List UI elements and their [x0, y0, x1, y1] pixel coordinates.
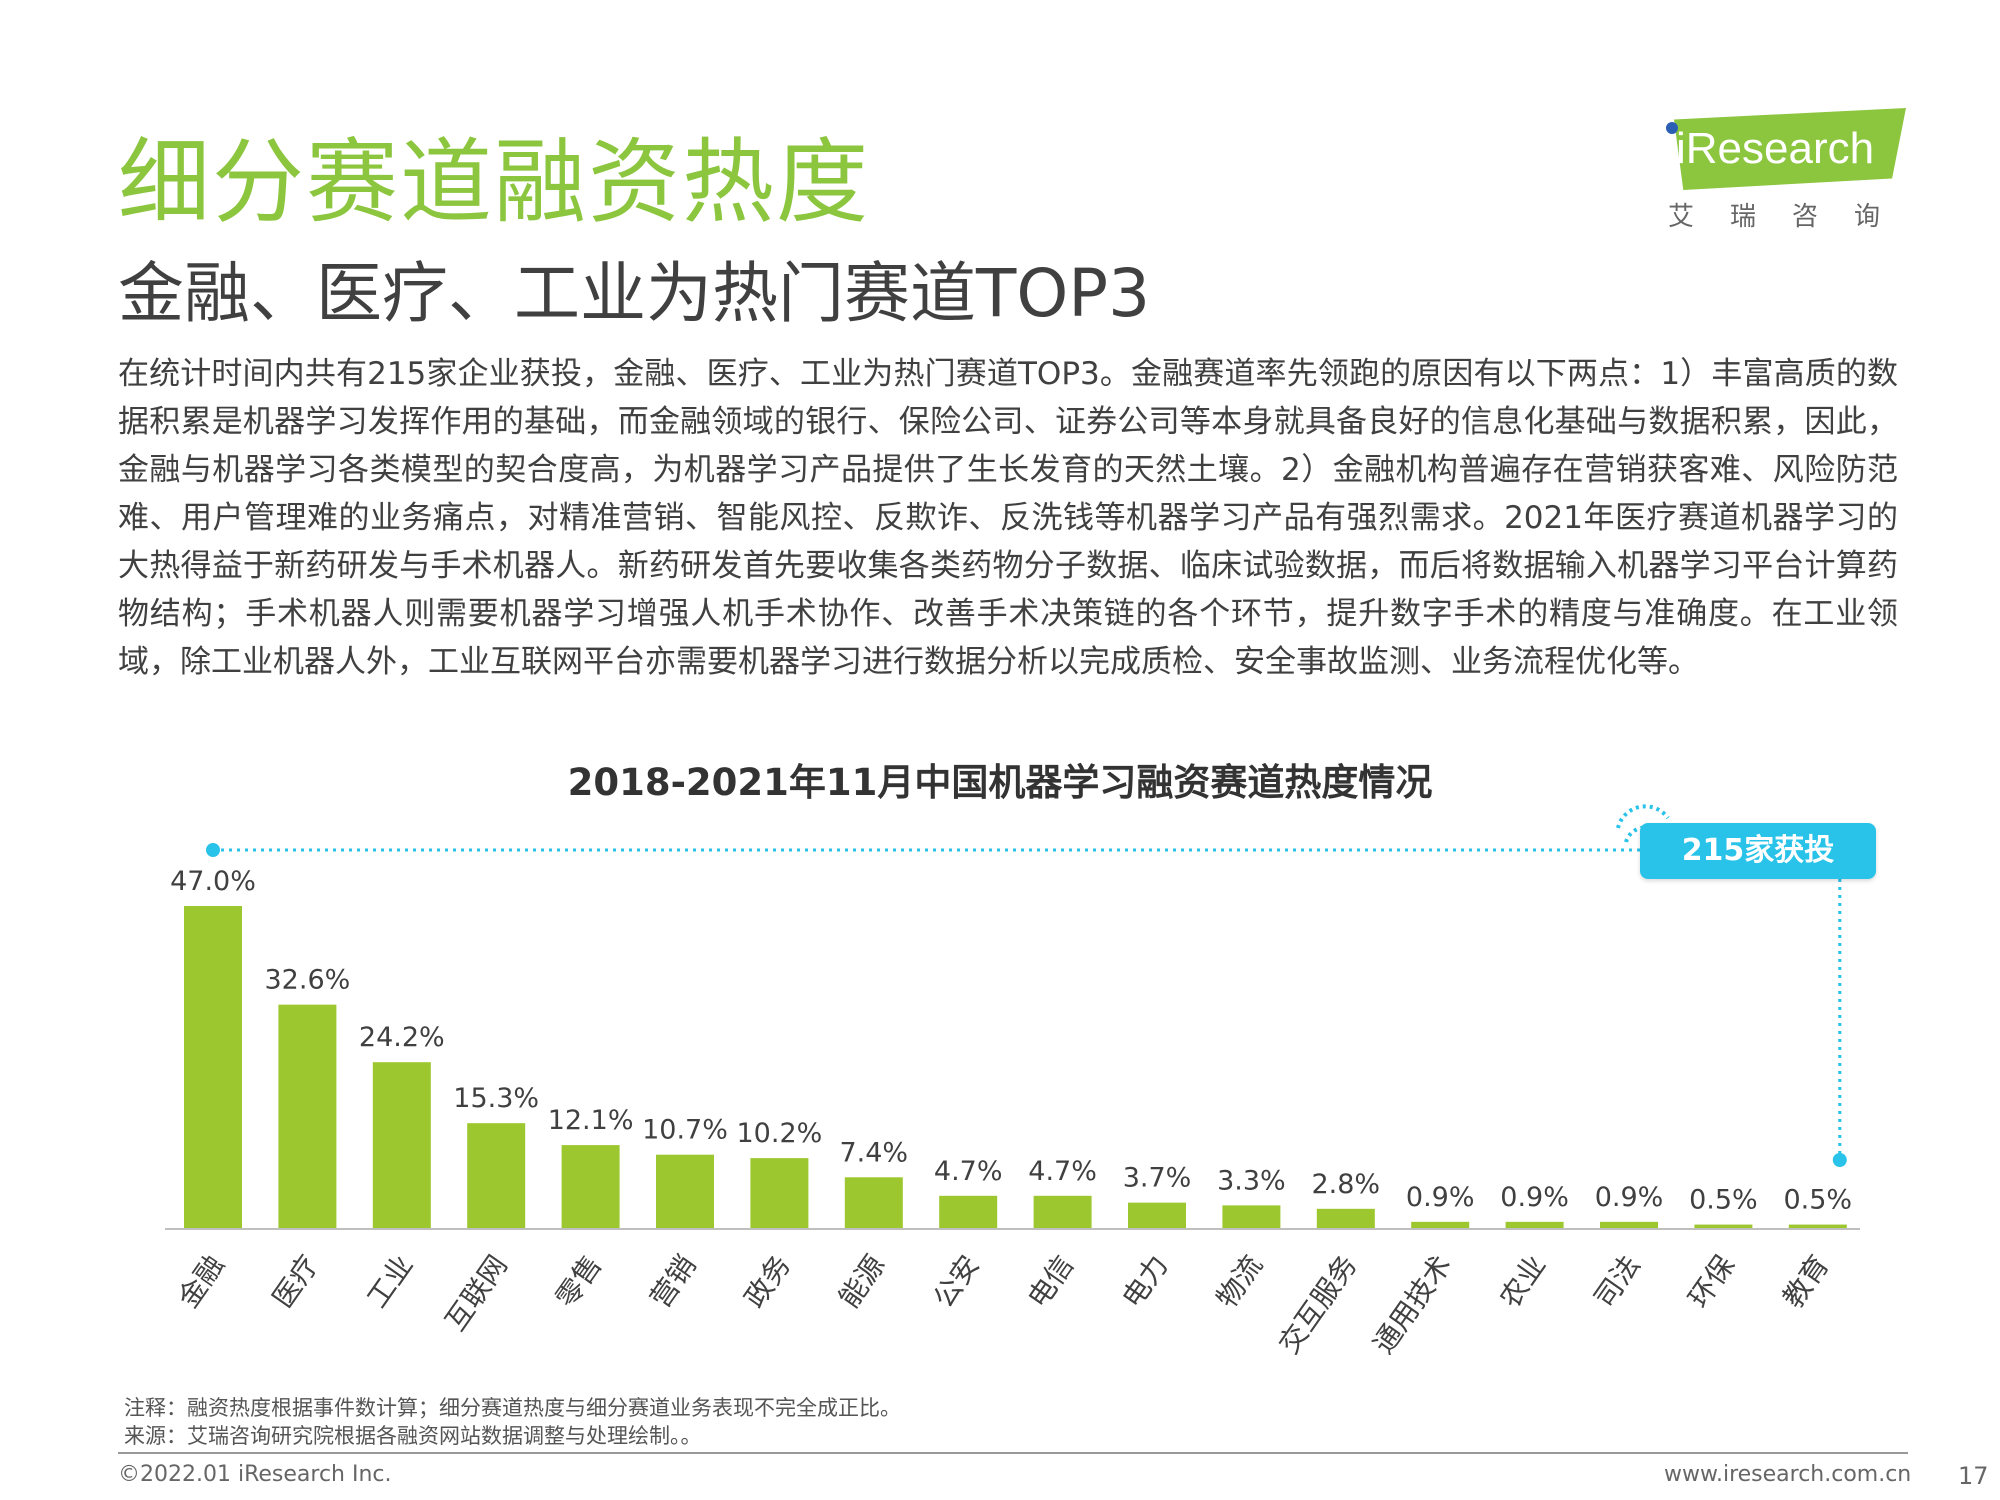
category-label-13: 通用技术 [1367, 1249, 1458, 1360]
bar-10 [1128, 1202, 1186, 1228]
bar-9 [1033, 1195, 1092, 1228]
page-subtitle: 金融、医疗、工业为热门赛道TOP3 [118, 255, 1151, 332]
notes-block: 注释：融资热度根据事件数计算；细分赛道热度与细分赛道业务表现不完全成正比。 来源… [124, 1394, 901, 1450]
category-label-3: 互联网 [439, 1249, 514, 1337]
bar-7 [844, 1177, 903, 1228]
burst-arc-1 [1616, 804, 1670, 829]
category-label-9: 电信 [1021, 1249, 1080, 1314]
value-label-17: 0.5% [1783, 1185, 1852, 1216]
value-label-0: 47.0% [170, 866, 256, 897]
value-label-6: 10.2% [737, 1118, 823, 1149]
logo-cn-text: 艾瑞咨询 [1668, 202, 1917, 232]
bar-14 [1505, 1221, 1564, 1228]
footer-divider [118, 1452, 1908, 1454]
category-label-16: 环保 [1682, 1249, 1741, 1314]
value-label-16: 0.5% [1689, 1185, 1758, 1216]
page-title: 细分赛道融资热度 [118, 129, 871, 236]
chart-title: 2018-2021年11月中国机器学习融资赛道热度情况 [567, 761, 1433, 804]
category-label-1: 医疗 [266, 1249, 325, 1314]
category-label-10: 电力 [1116, 1249, 1175, 1314]
value-label-9: 4.7% [1028, 1156, 1097, 1187]
copyright-text: ©2022.01 iResearch Inc. [118, 1462, 392, 1487]
category-label-15: 司法 [1588, 1249, 1647, 1314]
value-label-13: 0.9% [1406, 1182, 1475, 1213]
value-label-3: 15.3% [453, 1083, 539, 1114]
value-label-7: 7.4% [839, 1137, 908, 1168]
value-label-15: 0.9% [1595, 1182, 1664, 1213]
category-label-17: 教育 [1776, 1249, 1835, 1314]
value-label-11: 3.3% [1217, 1165, 1286, 1196]
source-text: 来源：艾瑞咨询研究院根据各融资网站数据调整与处理绘制。。 [124, 1424, 702, 1448]
value-label-10: 3.7% [1123, 1163, 1192, 1194]
category-label-5: 营销 [644, 1249, 703, 1314]
category-label-12: 交互服务 [1272, 1249, 1363, 1360]
category-label-0: 金融 [172, 1249, 231, 1314]
note-text: 注释：融资热度根据事件数计算；细分赛道热度与细分赛道业务表现不完全成正比。 [124, 1396, 901, 1420]
logo-dot [1666, 122, 1678, 134]
bar-16 [1694, 1224, 1753, 1228]
value-label-8: 4.7% [934, 1156, 1003, 1187]
bar-13 [1411, 1221, 1470, 1228]
bar-15 [1600, 1221, 1658, 1228]
bar-2 [372, 1062, 431, 1228]
category-label-2: 工业 [360, 1249, 419, 1314]
value-label-1: 32.6% [265, 965, 351, 996]
value-label-2: 24.2% [359, 1022, 445, 1053]
bar-11 [1222, 1205, 1281, 1228]
bar-4 [561, 1145, 620, 1228]
logo-mark [1674, 108, 1906, 190]
bar-12 [1316, 1208, 1375, 1228]
page-number: 17 [1958, 1462, 1989, 1490]
bar-6 [750, 1158, 809, 1228]
total-funded-badge: 215家获投 [1640, 823, 1876, 879]
bar-3 [467, 1123, 526, 1228]
bar-0 [184, 906, 242, 1228]
website-link[interactable]: www.iresearch.com.cn [1664, 1462, 1912, 1487]
bar-17 [1788, 1224, 1847, 1228]
category-label-6: 政务 [738, 1249, 797, 1314]
category-label-8: 公安 [927, 1249, 986, 1314]
value-label-4: 12.1% [548, 1105, 634, 1136]
category-label-7: 能源 [832, 1249, 891, 1314]
bar-1 [278, 1004, 337, 1228]
bar-5 [656, 1154, 714, 1228]
iresearch-logo: iResearch 艾瑞咨询 [1660, 108, 1910, 232]
bar-8 [939, 1195, 998, 1228]
value-label-12: 2.8% [1311, 1169, 1380, 1200]
body-paragraph: 在统计时间内共有215家企业获投，金融、医疗、工业为热门赛道TOP3。金融赛道率… [118, 356, 1898, 680]
value-label-14: 0.9% [1500, 1182, 1569, 1213]
category-label-11: 物流 [1210, 1249, 1269, 1314]
category-label-14: 农业 [1493, 1249, 1552, 1314]
value-label-5: 10.7% [642, 1115, 728, 1146]
annotation-end-dot [1832, 1153, 1847, 1167]
category-label-4: 零售 [549, 1249, 608, 1314]
logo-text: iResearch [1676, 124, 1875, 173]
